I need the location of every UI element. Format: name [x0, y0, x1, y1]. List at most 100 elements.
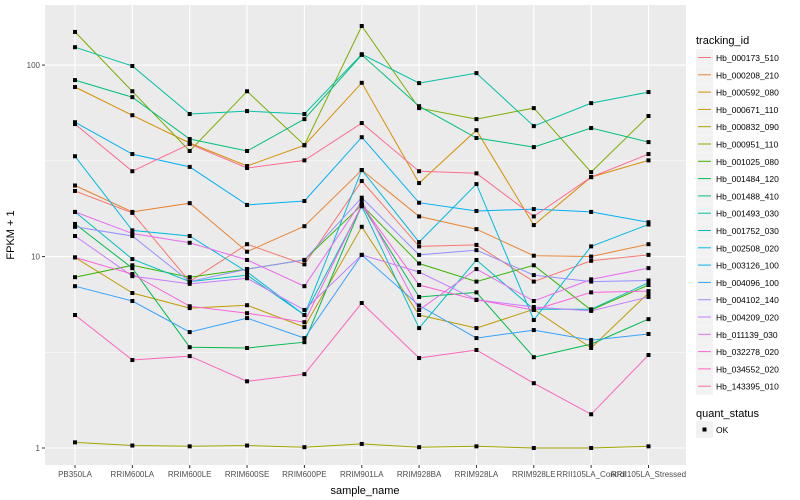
data-point [531, 207, 536, 212]
data-point [417, 307, 422, 312]
legend-label: Hb_003126_100 [716, 261, 779, 271]
legend-label: Hb_032278_020 [716, 347, 779, 357]
data-point [417, 326, 422, 331]
data-point [245, 273, 250, 278]
data-point [187, 279, 192, 284]
data-point [417, 261, 422, 266]
data-point [589, 175, 594, 180]
legend-label: Hb_143395_010 [716, 382, 779, 392]
legend-label: Hb_000173_510 [716, 53, 779, 63]
data-point [474, 267, 479, 272]
data-point [531, 124, 536, 129]
data-point [359, 300, 364, 305]
data-point [187, 345, 192, 350]
data-point [474, 117, 479, 122]
data-point [359, 121, 364, 126]
data-point [474, 444, 479, 449]
x-axis-title: sample_name [330, 485, 399, 497]
data-point [646, 352, 651, 357]
data-point [359, 24, 364, 29]
data-point [73, 440, 77, 445]
y-axis: 1 10 100 [27, 61, 45, 453]
data-point [646, 444, 651, 449]
data-point [646, 220, 651, 225]
data-point [130, 228, 135, 233]
data-point [417, 240, 422, 245]
data-point [73, 183, 77, 188]
data-point [589, 277, 594, 282]
x-tick-label: RRIM600PE [282, 470, 326, 479]
legend-item: Hb_000592_080 [696, 83, 779, 101]
data-point [589, 254, 594, 259]
gridlines [45, 5, 686, 465]
data-point [474, 128, 479, 133]
data-point [359, 80, 364, 85]
data-point [531, 305, 536, 310]
square-point-icon [702, 427, 707, 432]
data-point [646, 222, 651, 227]
data-point [73, 255, 77, 260]
data-point [302, 257, 307, 262]
data-point [359, 52, 364, 57]
data-point [73, 284, 77, 289]
data-point [245, 257, 250, 262]
legend-item: Hb_004102_140 [696, 291, 779, 309]
data-point [130, 64, 135, 69]
data-point [245, 89, 250, 94]
data-point [73, 154, 77, 159]
data-point [646, 317, 651, 322]
data-point [187, 234, 192, 239]
data-point [73, 78, 77, 83]
data-point [73, 275, 77, 280]
x-axis: PB350LA RRIM600LA RRIM600LE RRIM600SE RRIM60… [58, 465, 686, 479]
data-point [531, 145, 536, 150]
data-point [531, 214, 536, 219]
data-point [646, 158, 651, 163]
data-point [646, 90, 651, 95]
data-point [73, 122, 77, 127]
data-point [245, 303, 250, 308]
data-point [73, 85, 77, 90]
data-point [646, 289, 651, 294]
panel-background [45, 5, 686, 465]
data-point [302, 158, 307, 163]
legend-item: Hb_000832_090 [696, 118, 779, 136]
legend-label: Hb_000951_110 [716, 140, 779, 150]
data-point [417, 200, 422, 205]
data-point [130, 95, 135, 100]
data-point [359, 202, 364, 207]
data-point [417, 81, 422, 86]
data-point [130, 169, 135, 174]
data-point [359, 195, 364, 200]
data-point [130, 443, 135, 448]
data-point [646, 278, 651, 283]
data-point [646, 242, 651, 247]
data-point [245, 276, 250, 281]
data-point [531, 328, 536, 333]
shape-legend: quant_status OK [696, 408, 759, 438]
data-point [646, 331, 651, 336]
data-point [245, 316, 250, 321]
data-point [187, 354, 192, 359]
data-point [187, 112, 192, 117]
x-tick-label: RRIM600SE [225, 470, 269, 479]
legend: tracking_id Hb_000173_510 Hb_000208_210 Hb… [696, 35, 779, 395]
data-point [130, 358, 135, 363]
x-tick-label: RRIM600LE [168, 470, 212, 479]
legend-item: Hb_032278_020 [696, 343, 779, 361]
y-axis-title: FPKM + 1 [5, 210, 17, 259]
data-point [589, 170, 594, 175]
legend-item: Hb_000208_210 [696, 66, 779, 84]
data-point [302, 199, 307, 204]
legend-item: Hb_001025_080 [696, 152, 779, 170]
y-tick-label: 10 [31, 253, 40, 262]
data-point [130, 234, 135, 239]
data-point [531, 253, 536, 258]
data-point [187, 330, 192, 335]
data-point [130, 266, 135, 271]
data-point [359, 179, 364, 184]
legend-label: Hb_002508_020 [716, 243, 779, 253]
legend-label: OK [716, 425, 729, 435]
legend-item: Hb_000173_510 [696, 49, 779, 66]
data-point [187, 275, 192, 280]
